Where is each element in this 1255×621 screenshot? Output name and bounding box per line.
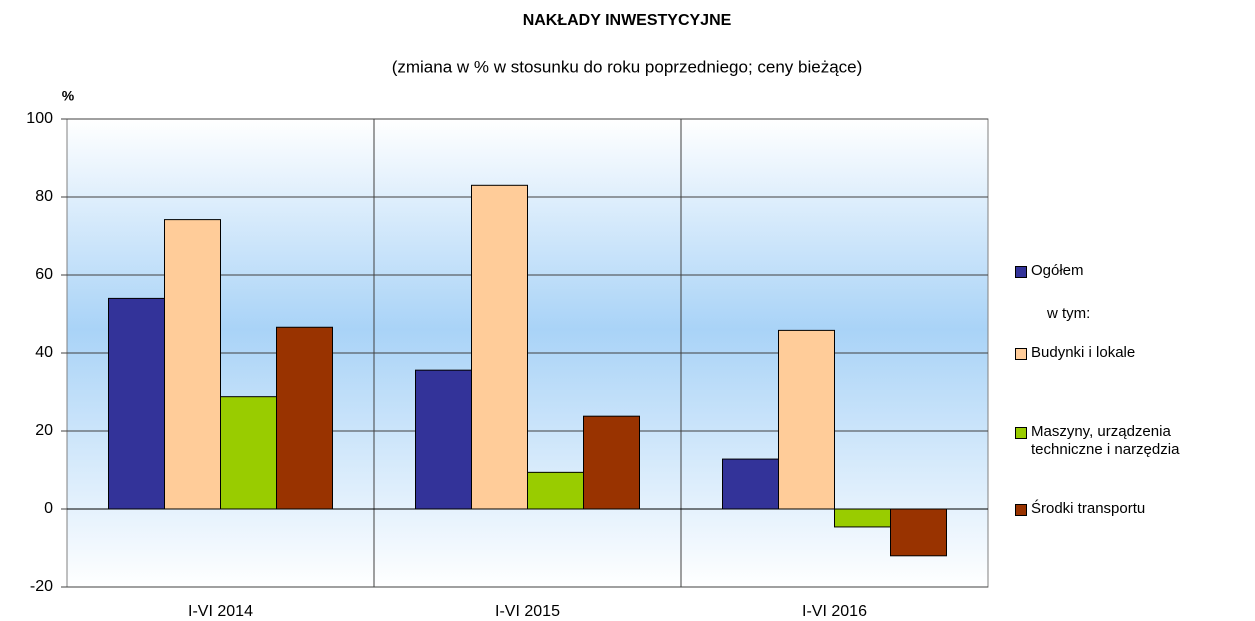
legend-swatch xyxy=(1015,266,1027,278)
bar xyxy=(276,326,333,510)
legend-label: Budynki i lokale xyxy=(1031,344,1136,361)
x-tick-label: I-VI 2014 xyxy=(188,603,253,620)
legend-swatch xyxy=(1015,348,1027,360)
legend-item: Maszyny, urządzenia techniczne i narzędz… xyxy=(1015,423,1179,459)
y-tick-label: 80 xyxy=(35,188,53,205)
bar xyxy=(834,508,891,528)
bar xyxy=(890,508,947,557)
legend-label: Środki transportu xyxy=(1031,500,1146,517)
legend-item: Środki transportu xyxy=(1015,500,1145,518)
chart-subtitle: (zmiana w % w stosunku do roku poprzedni… xyxy=(392,57,863,76)
bar xyxy=(527,471,584,510)
bar xyxy=(220,396,277,510)
legend-note: w tym: xyxy=(1047,305,1091,322)
bar xyxy=(471,184,528,510)
y-tick-label: -20 xyxy=(30,578,53,595)
y-tick-label: 20 xyxy=(35,422,53,439)
legend-label: Maszyny, urządzenia techniczne i narzędz… xyxy=(1031,423,1180,458)
bar xyxy=(164,219,221,510)
legend-label: Ogółem xyxy=(1031,262,1084,279)
y-tick-label: 100 xyxy=(26,110,53,127)
y-tick-label: 40 xyxy=(35,344,53,361)
legend-item: Budynki i lokale xyxy=(1015,344,1135,362)
chart-title: NAKŁADY INWESTYCYJNE xyxy=(523,12,732,29)
bar xyxy=(415,369,472,510)
bar xyxy=(778,329,835,510)
legend-item: Ogółem xyxy=(1015,262,1084,280)
x-tick-label: I-VI 2016 xyxy=(802,603,867,620)
bar xyxy=(722,458,779,510)
bar xyxy=(583,415,640,510)
x-tick-label: I-VI 2015 xyxy=(495,603,560,620)
legend-swatch xyxy=(1015,427,1027,439)
bar xyxy=(108,297,165,510)
y-axis-label: % xyxy=(62,88,75,104)
y-tick-label: 0 xyxy=(44,500,53,517)
legend-swatch xyxy=(1015,504,1027,516)
y-tick-label: 60 xyxy=(35,266,53,283)
